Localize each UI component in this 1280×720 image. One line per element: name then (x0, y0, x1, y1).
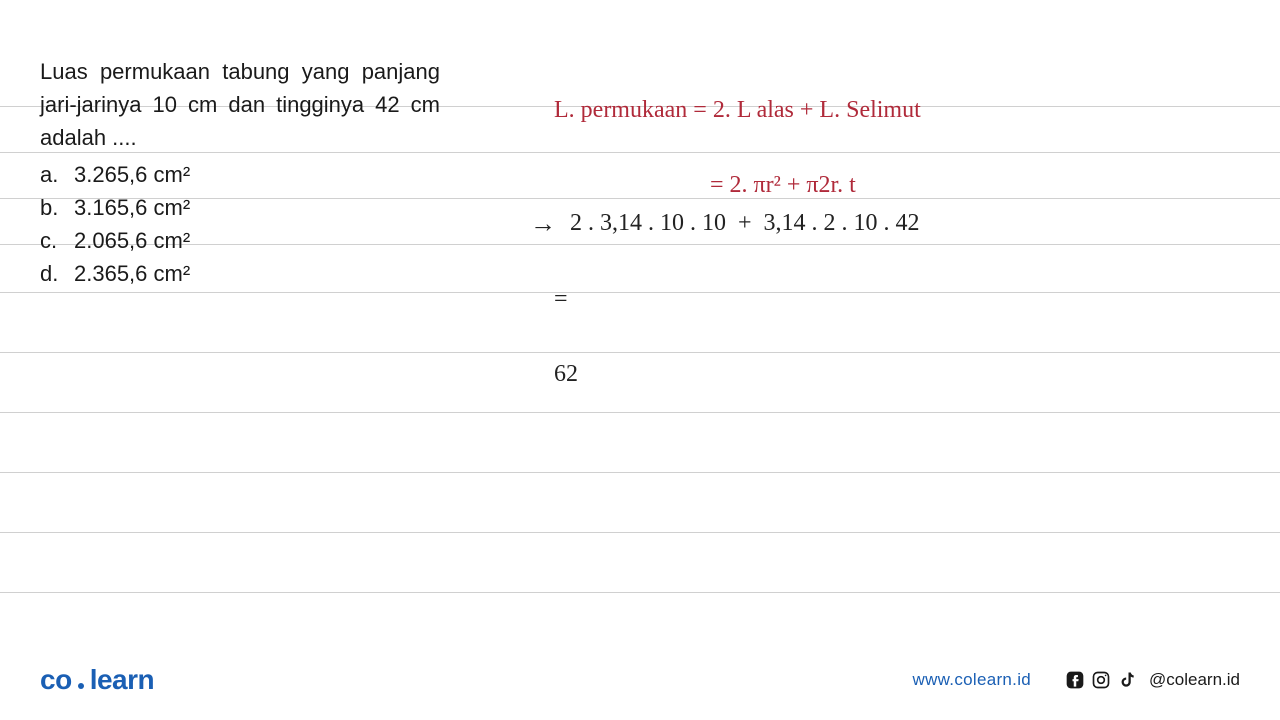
hw-text: = 2. L alas + L. Selimut (693, 97, 920, 123)
hw-line-1: L. permukaan = 2. L alas + L. Selimut (530, 55, 1250, 167)
option-label: d. (40, 257, 62, 290)
handwriting-block: L. permukaan = 2. L alas + L. Selimut = … (530, 55, 1250, 430)
question-block: Luas permukaan tabung yang panjang jari-… (40, 55, 440, 290)
hw-text: 2 . 3,14 . 10 . 10 + 3,14 . 2 . 10 . 42 (570, 205, 920, 242)
option-d: d. 2.365,6 cm² (40, 257, 440, 290)
logo-text-left: co (40, 664, 72, 696)
ruled-line (0, 592, 1280, 593)
hw-line-4: = 62 (530, 244, 1250, 430)
brand-logo: co learn (40, 664, 154, 696)
social-block: @colearn.id (1065, 670, 1240, 690)
logo-text-right: learn (90, 664, 154, 696)
options-list: a. 3.265,6 cm² b. 3.165,6 cm² c. 2.065,6… (40, 158, 440, 290)
option-label: a. (40, 158, 62, 191)
option-value: 2.065,6 cm² (74, 224, 190, 257)
hw-equals: = (554, 286, 568, 312)
logo-dot-icon (78, 683, 84, 689)
facebook-icon (1065, 670, 1085, 690)
option-a: a. 3.265,6 cm² (40, 158, 440, 191)
social-handle: @colearn.id (1149, 670, 1240, 690)
arrow-icon: → (530, 204, 556, 244)
option-value: 2.365,6 cm² (74, 257, 190, 290)
option-label: b. (40, 191, 62, 224)
social-icons (1065, 670, 1137, 690)
ruled-line (0, 472, 1280, 473)
tiktok-icon (1117, 670, 1137, 690)
question-text: Luas permukaan tabung yang panjang jari-… (40, 55, 440, 154)
hw-line-3: → 2 . 3,14 . 10 . 10 + 3,14 . 2 . 10 . 4… (530, 204, 1250, 244)
option-label: c. (40, 224, 62, 257)
footer-right: www.colearn.id @colearn.id (913, 670, 1241, 690)
hw-text: 62 (554, 361, 578, 387)
option-value: 3.265,6 cm² (74, 158, 190, 191)
option-c: c. 2.065,6 cm² (40, 224, 440, 257)
hw-line-2: = 2. πr² + π2r. t (530, 167, 1250, 204)
hw-text: L. permukaan (554, 97, 693, 123)
instagram-icon (1091, 670, 1111, 690)
footer: co learn www.colearn.id @colearn.id (0, 660, 1280, 700)
footer-url: www.colearn.id (913, 670, 1032, 690)
option-b: b. 3.165,6 cm² (40, 191, 440, 224)
option-value: 3.165,6 cm² (74, 191, 190, 224)
ruled-line (0, 532, 1280, 533)
